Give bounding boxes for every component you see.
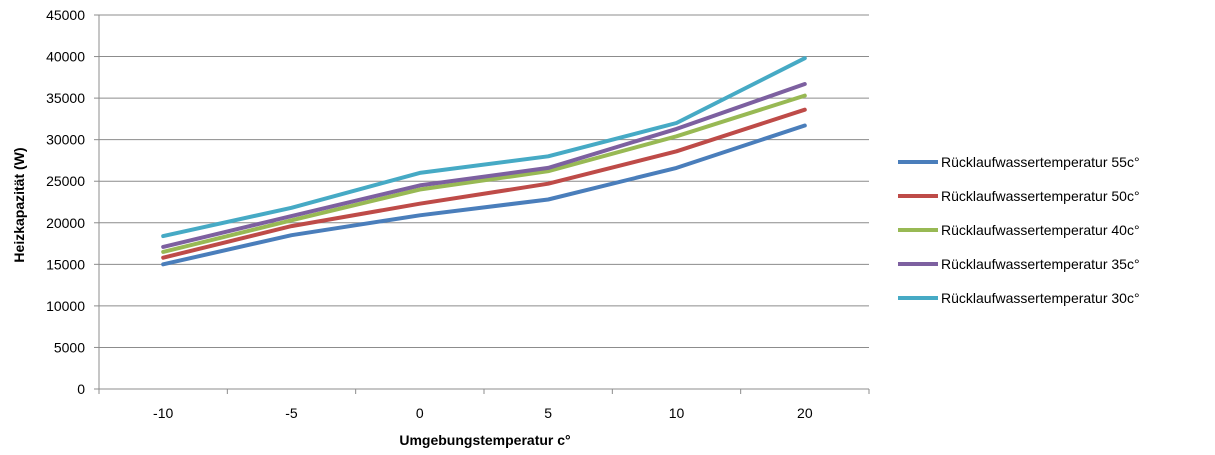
y-axis-title: Heizkapazität (W) xyxy=(11,147,27,262)
x-tick-label: 0 xyxy=(416,405,424,421)
series-lines xyxy=(161,56,807,267)
x-tick-label: 5 xyxy=(544,405,552,421)
series-line-0 xyxy=(161,123,807,267)
legend-label: Rücklaufwassertemperatur 35c° xyxy=(941,256,1140,272)
x-tick-label: -5 xyxy=(285,405,298,421)
series-line-1 xyxy=(161,107,807,260)
series-line-2 xyxy=(161,93,807,254)
y-tick-label: 20000 xyxy=(46,215,85,231)
y-tick-label: 30000 xyxy=(46,132,85,148)
x-axis-title: Umgebungstemperatur c° xyxy=(399,432,570,448)
legend-label: Rücklaufwassertemperatur 50c° xyxy=(941,188,1140,204)
y-tick-label: 5000 xyxy=(54,339,85,355)
legend: Rücklaufwassertemperatur 55c° Rücklaufwas… xyxy=(898,154,1140,306)
legend-label: Rücklaufwassertemperatur 30c° xyxy=(941,290,1140,306)
axes: 0 5000 10000 15000 20000 25000 30000 35000 40000… xyxy=(46,7,870,421)
y-tick-label: 10000 xyxy=(46,298,85,314)
legend-label: Rücklaufwassertemperatur 40c° xyxy=(941,222,1140,238)
y-tick-label: 40000 xyxy=(46,49,85,65)
y-tick-label: 35000 xyxy=(46,90,85,106)
x-tick-label: -10 xyxy=(153,405,173,421)
y-tick-label: 0 xyxy=(77,381,85,397)
x-tick-label: 10 xyxy=(669,405,685,421)
y-tick-label: 45000 xyxy=(46,7,85,23)
y-tick-label: 25000 xyxy=(46,173,85,189)
series-line-3 xyxy=(161,82,807,249)
series-line-4 xyxy=(161,56,807,239)
legend-label: Rücklaufwassertemperatur 55c° xyxy=(941,154,1140,170)
x-tick-label: 20 xyxy=(797,405,813,421)
y-tick-label: 15000 xyxy=(46,256,85,272)
